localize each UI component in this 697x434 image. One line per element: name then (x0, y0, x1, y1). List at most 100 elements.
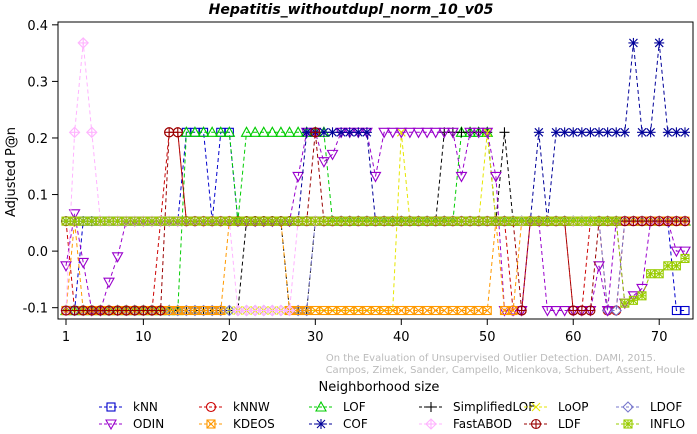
data-point (345, 305, 355, 316)
legend-item: SimplifiedLOF (419, 400, 535, 414)
data-point (636, 216, 648, 227)
data-point (370, 216, 381, 226)
data-point (482, 127, 492, 137)
data-point (534, 216, 544, 226)
data-point (456, 127, 467, 138)
data-point (396, 127, 406, 137)
data-point (155, 305, 166, 316)
data-point (378, 127, 391, 139)
y-axis: -0.1 0.0 0.1 0.2 0.3 0.4 (23, 19, 58, 317)
data-point (516, 305, 527, 316)
legend-label: KDEOS (233, 417, 275, 431)
data-point (199, 305, 209, 316)
data-point (301, 127, 312, 138)
data-point (671, 127, 682, 138)
data-point (197, 126, 210, 137)
data-point (293, 216, 303, 226)
data-point (446, 127, 459, 139)
x-axis: 1 10 20 30 40 50 60 70 (62, 319, 668, 345)
data-point (558, 305, 571, 317)
legend-label: LoOP (558, 400, 589, 414)
series-INFLO (61, 216, 690, 308)
legend-item: ODIN (99, 417, 164, 431)
data-point (602, 127, 613, 138)
x-tick-label: 40 (393, 330, 410, 345)
y-tick-label: 0.1 (27, 189, 48, 204)
data-point (646, 269, 656, 279)
x-tick-label: 20 (221, 330, 238, 345)
data-point (223, 304, 236, 317)
data-point (276, 216, 286, 226)
data-point (412, 127, 425, 139)
legend-marker (106, 402, 116, 412)
data-point (121, 305, 132, 316)
legend-label: LOF (343, 400, 366, 414)
data-point (77, 37, 89, 49)
data-point (654, 269, 664, 279)
legend-marker (206, 419, 216, 429)
data-point (559, 127, 570, 138)
data-point (95, 216, 105, 226)
x-tick-label: 70 (651, 330, 668, 345)
data-point (568, 216, 578, 226)
legend-marker (530, 418, 542, 430)
plot-frame (57, 21, 694, 320)
y-tick-label: 0.2 (27, 132, 48, 147)
data-point (439, 216, 449, 226)
data-point (172, 127, 183, 138)
data-point (671, 216, 682, 227)
data-point (560, 216, 570, 226)
data-point (180, 126, 193, 137)
data-point (310, 305, 320, 316)
data-point (448, 305, 458, 316)
data-point (87, 216, 97, 226)
y-tick-label: 0.0 (27, 245, 48, 260)
series-COF (61, 37, 690, 227)
data-point (541, 305, 554, 317)
data-point (111, 252, 124, 263)
watermark-line: On the Evaluation of Unsupervised Outlie… (326, 353, 656, 364)
data-point (637, 291, 647, 301)
data-point (421, 127, 434, 139)
x-tick-label: 30 (307, 330, 324, 345)
data-point (207, 216, 217, 226)
data-point (173, 305, 183, 316)
data-point (464, 127, 477, 139)
data-point (369, 171, 382, 183)
data-point (422, 216, 432, 226)
data-point (379, 216, 389, 226)
data-point (379, 305, 389, 316)
data-point (439, 305, 449, 316)
data-point (576, 127, 587, 138)
legend-item: LoOP (524, 400, 589, 414)
data-point (517, 216, 527, 226)
data-point (257, 126, 270, 137)
data-point (86, 305, 97, 316)
data-point (585, 305, 596, 316)
data-point (680, 305, 690, 316)
data-point (336, 127, 347, 138)
data-point (326, 149, 339, 161)
data-point (189, 126, 201, 137)
data-point (396, 216, 406, 226)
data-point (121, 216, 131, 226)
watermark: Campos, Zimek, Sander, Campello, Micenko… (326, 353, 685, 376)
data-point (611, 216, 621, 226)
legend-label: INFLO (650, 417, 685, 431)
data-point (353, 305, 363, 316)
data-point (413, 305, 424, 316)
data-point (680, 253, 690, 264)
data-point (164, 216, 174, 226)
data-point (310, 216, 320, 226)
data-point (292, 171, 305, 183)
data-point (317, 157, 330, 168)
data-point (69, 305, 80, 316)
data-point (283, 126, 296, 137)
data-point (413, 216, 424, 226)
data-point (267, 216, 277, 226)
data-point (593, 261, 605, 272)
data-point (431, 305, 441, 316)
data-point (207, 305, 217, 316)
data-point (499, 305, 510, 316)
data-point (113, 216, 123, 226)
